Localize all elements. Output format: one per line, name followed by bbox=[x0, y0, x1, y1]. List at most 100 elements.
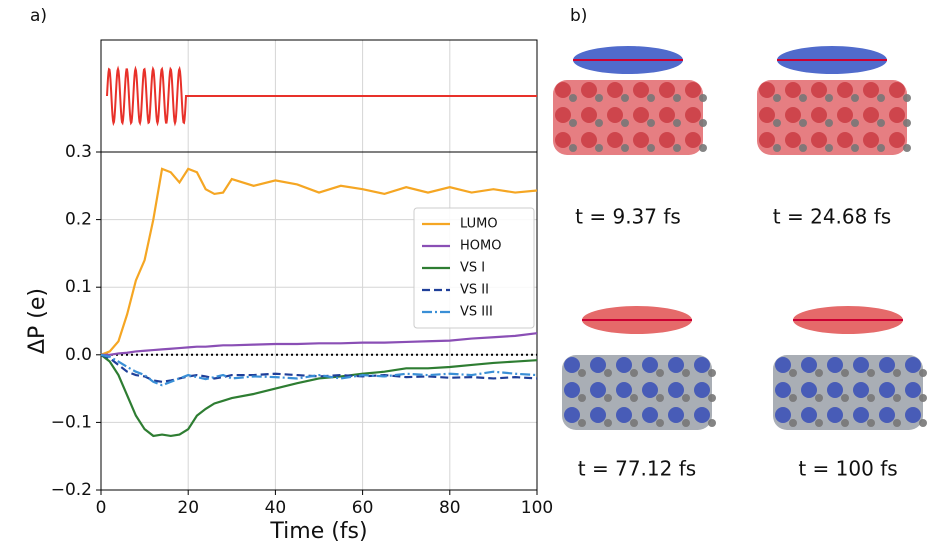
legend-label: LUMO bbox=[460, 217, 498, 232]
orbital-lobe bbox=[853, 407, 869, 423]
legend-box bbox=[413, 207, 535, 329]
orbital-lobe bbox=[785, 107, 801, 123]
orbital-lobe bbox=[668, 357, 684, 373]
orbital-lobe bbox=[607, 82, 623, 98]
atom bbox=[815, 419, 823, 427]
orbital-lobe bbox=[775, 382, 791, 398]
atom bbox=[851, 94, 859, 102]
orbital-lobe bbox=[827, 357, 843, 373]
atom bbox=[789, 419, 797, 427]
y-tick-label: 0.3 bbox=[65, 142, 92, 162]
orbital-lobe bbox=[668, 407, 684, 423]
x-tick-label: 60 bbox=[352, 498, 374, 518]
orbital-lobe bbox=[853, 357, 869, 373]
atom bbox=[604, 419, 612, 427]
legend-label: VS II bbox=[460, 283, 489, 298]
orbital-lobe bbox=[694, 407, 710, 423]
orbital-lobe bbox=[853, 382, 869, 398]
atom bbox=[621, 119, 629, 127]
orbital-lobe bbox=[659, 132, 675, 148]
orbital-lobe bbox=[581, 107, 597, 123]
orbital-lobe bbox=[879, 382, 895, 398]
orbital-lobe bbox=[775, 357, 791, 373]
atom bbox=[604, 369, 612, 377]
orbital-lobe bbox=[785, 82, 801, 98]
orbital-lobe bbox=[633, 107, 649, 123]
orbital-lobe bbox=[889, 82, 905, 98]
orbital-lobe bbox=[555, 132, 571, 148]
snapshot-caption: t = 24.68 fs bbox=[773, 205, 891, 229]
orbital-lobe bbox=[879, 357, 895, 373]
atom bbox=[815, 369, 823, 377]
snapshot bbox=[773, 306, 927, 430]
atom bbox=[630, 369, 638, 377]
x-axis-label: Time (fs) bbox=[269, 519, 367, 544]
atom bbox=[708, 394, 716, 402]
orbital-lobe bbox=[590, 407, 606, 423]
atom bbox=[630, 419, 638, 427]
x-tick-label: 40 bbox=[265, 498, 287, 518]
series-line bbox=[100, 353, 538, 387]
orbital-lobe bbox=[581, 82, 597, 98]
orbital-lobe bbox=[889, 132, 905, 148]
orbital-lobe bbox=[633, 132, 649, 148]
legend-label: VS I bbox=[460, 261, 485, 276]
atom bbox=[569, 119, 577, 127]
atom bbox=[708, 419, 716, 427]
atom bbox=[569, 94, 577, 102]
atom bbox=[578, 394, 586, 402]
orbital-lobe bbox=[879, 407, 895, 423]
orbital-lobe bbox=[827, 382, 843, 398]
orbital-lobe bbox=[659, 82, 675, 98]
atom bbox=[919, 394, 927, 402]
atom bbox=[903, 144, 911, 152]
orbital-lobe bbox=[775, 407, 791, 423]
x-tick-label: 80 bbox=[439, 498, 461, 518]
orbital-lobe bbox=[785, 132, 801, 148]
atom bbox=[569, 144, 577, 152]
atom bbox=[656, 419, 664, 427]
atom bbox=[903, 94, 911, 102]
atom bbox=[595, 119, 603, 127]
atom bbox=[841, 394, 849, 402]
molecule-body bbox=[562, 355, 712, 430]
orbital-lobe bbox=[642, 407, 658, 423]
orbital-lobe bbox=[905, 382, 921, 398]
orbital-lobe bbox=[801, 382, 817, 398]
orbital-lobe bbox=[555, 82, 571, 98]
orbital-lobe bbox=[555, 107, 571, 123]
atom bbox=[799, 94, 807, 102]
atom bbox=[656, 369, 664, 377]
series-line bbox=[100, 353, 538, 383]
atom bbox=[682, 369, 690, 377]
orbital-lobe bbox=[642, 382, 658, 398]
orbital-lobe bbox=[863, 132, 879, 148]
series-line bbox=[100, 353, 538, 438]
atom bbox=[789, 394, 797, 402]
y-tick-label: 0.2 bbox=[65, 210, 92, 230]
y-tick-label: 0.0 bbox=[65, 345, 92, 365]
atom bbox=[699, 119, 707, 127]
atom bbox=[621, 144, 629, 152]
orbital-lobe bbox=[694, 382, 710, 398]
orbital-lobe bbox=[607, 107, 623, 123]
snapshot-caption: t = 77.12 fs bbox=[578, 457, 696, 481]
orbital-lobe bbox=[616, 382, 632, 398]
atom bbox=[841, 419, 849, 427]
atom bbox=[893, 419, 901, 427]
y-tick-label: −0.1 bbox=[51, 412, 92, 432]
orbital-lobe bbox=[668, 382, 684, 398]
atom bbox=[867, 419, 875, 427]
orbital-lobe bbox=[759, 82, 775, 98]
orbital-lobe bbox=[811, 107, 827, 123]
orbital-lobe bbox=[694, 357, 710, 373]
atom bbox=[578, 419, 586, 427]
atom bbox=[825, 119, 833, 127]
atom bbox=[867, 394, 875, 402]
x-tick-label: 100 bbox=[521, 498, 553, 518]
orbital-lobe bbox=[642, 357, 658, 373]
orbital-lobe bbox=[905, 407, 921, 423]
series-line bbox=[101, 332, 538, 356]
orbital-lobe bbox=[811, 82, 827, 98]
